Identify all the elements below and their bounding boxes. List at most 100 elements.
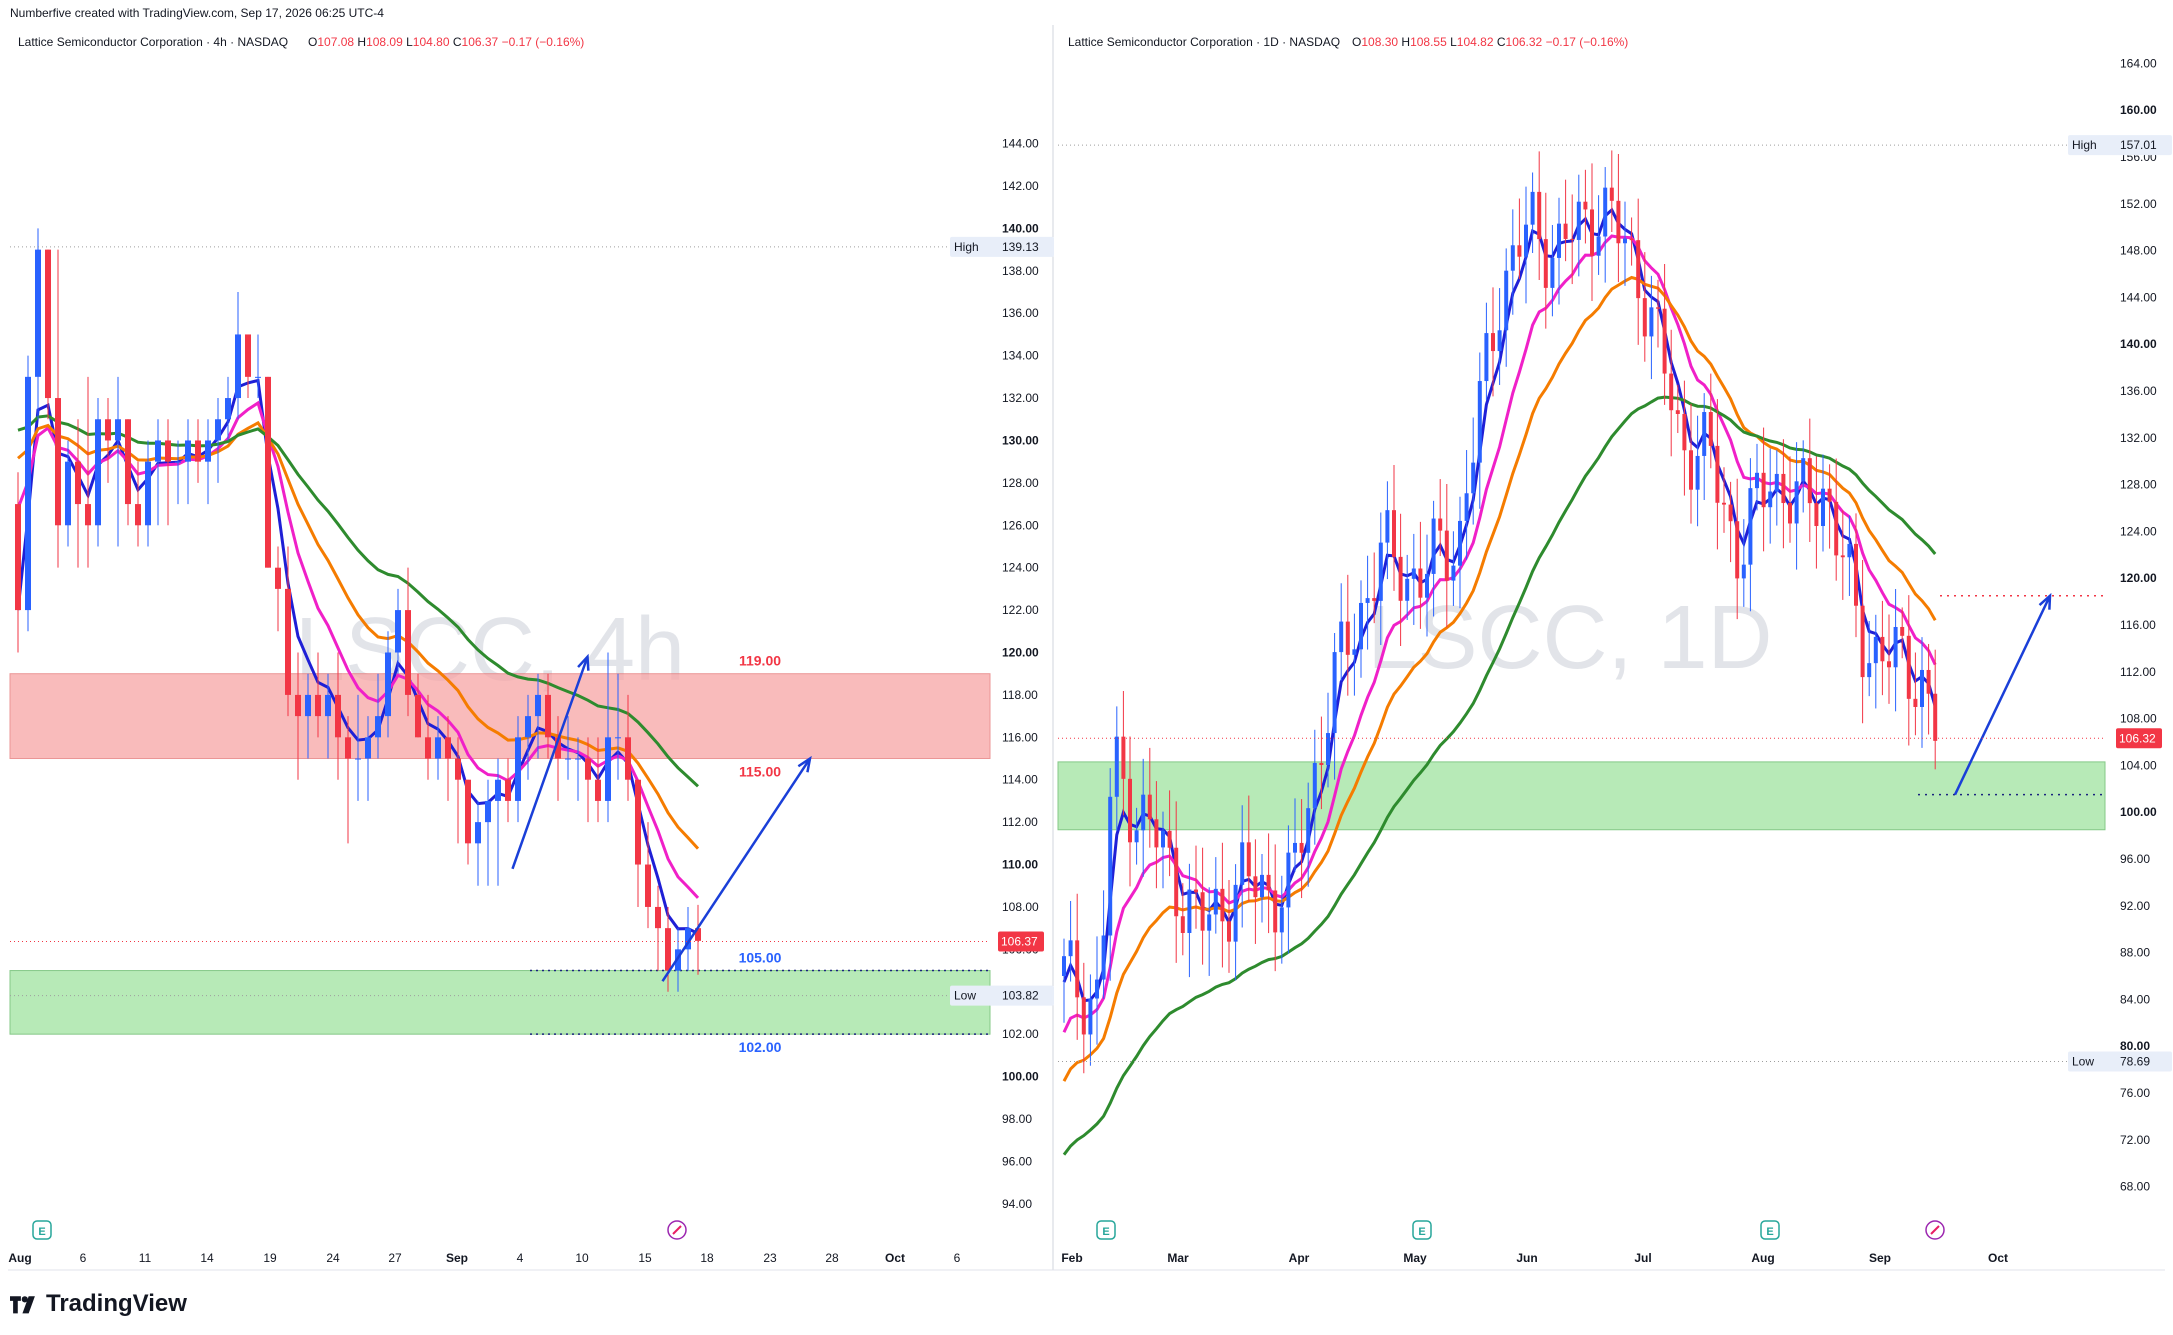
candle-body: [1689, 450, 1693, 490]
chart-panel-1d[interactable]: Lattice Semiconductor Corporation · 1D ·…: [1057, 35, 2172, 1265]
y-tick-label: 120.00: [2120, 571, 2157, 585]
candle-body: [1530, 191, 1535, 225]
candle-body: [1603, 187, 1608, 237]
candle-body: [145, 461, 151, 526]
candle-body: [1161, 830, 1165, 848]
candle-body: [515, 737, 521, 801]
candle-body: [1444, 530, 1449, 581]
y-tick-label: 84.00: [2120, 992, 2150, 1006]
x-tick-label: 15: [638, 1251, 652, 1265]
candle-body: [445, 737, 451, 759]
candle-body: [1794, 481, 1799, 524]
candle-body: [1207, 914, 1212, 931]
candle-body: [1319, 762, 1324, 766]
candle-body: [495, 779, 501, 801]
resistance-bottom-label: 115.00: [739, 764, 781, 780]
y-tick-label: 134.00: [1002, 349, 1039, 363]
support-top-label: 105.00: [739, 950, 782, 966]
high-value: 139.13: [1002, 240, 1039, 254]
candle-body: [1913, 698, 1918, 707]
candle-body: [95, 419, 101, 526]
candle-body: [585, 758, 591, 780]
resistance-top-label: 119.00: [739, 653, 781, 669]
candle-body: [1510, 245, 1515, 271]
candle-body: [1306, 808, 1311, 853]
candle-body: [545, 694, 551, 738]
candle-body: [1246, 842, 1251, 877]
y-tick-label: 144.00: [1002, 137, 1039, 151]
candle-body: [1781, 473, 1786, 504]
candle-body: [1873, 636, 1878, 664]
y-tick-label: 128.00: [2120, 478, 2157, 492]
y-tick-label: 124.00: [2120, 524, 2157, 538]
candle-body: [1755, 472, 1759, 489]
x-tick-label: 14: [200, 1251, 214, 1265]
candle-body: [1180, 916, 1185, 933]
candle-body: [1893, 626, 1898, 668]
candle-body: [1596, 236, 1601, 256]
last-price-label: 106.37: [1001, 935, 1038, 949]
y-tick-label: 114.00: [1002, 773, 1038, 787]
candle-body: [1253, 876, 1258, 898]
last-price-box: [2116, 728, 2162, 749]
candle-body: [185, 440, 191, 462]
candle-body: [325, 694, 331, 717]
candle-body: [1451, 565, 1456, 581]
candle-body: [1623, 238, 1627, 244]
y-tick-label: 104.00: [2120, 758, 2157, 772]
drawn-arrows-4h[interactable]: [511, 653, 812, 982]
y-tick-label: 140.00: [1002, 221, 1039, 235]
candle-body: [1128, 778, 1132, 843]
candle-body: [295, 694, 301, 717]
y-tick-label: 116.00: [1002, 730, 1038, 744]
candle-body: [555, 737, 561, 759]
candle-body: [465, 779, 471, 844]
ohlc-readout-4h: O107.08 H108.09 L104.80 C106.37 −0.17 (−…: [308, 35, 584, 49]
candle-body: [85, 504, 91, 526]
high-value: 157.01: [2120, 138, 2157, 152]
x-tick-label: Aug: [1751, 1251, 1774, 1265]
candle-body: [55, 398, 61, 526]
candle-body: [415, 694, 421, 738]
candle-body: [305, 694, 311, 717]
earnings-marker-icon: [1412, 1220, 1432, 1240]
candle-body: [1088, 998, 1093, 1035]
candle-body: [265, 376, 271, 568]
candle-body: [1629, 238, 1634, 241]
drawn-arrows-1d[interactable]: [1918, 592, 2105, 796]
candle-body: [1616, 200, 1621, 244]
x-tick-label: May: [1403, 1251, 1427, 1265]
candle-body: [1095, 979, 1099, 999]
candle-body: [1801, 458, 1806, 482]
candle-body: [35, 249, 41, 377]
y-tick-label: 136.00: [2120, 384, 2157, 398]
price-axis-1d[interactable]: 164.00160.00156.00152.00148.00144.00140.…: [1058, 56, 2172, 1194]
ohlc-readout-1d: O108.30 H108.55 L104.82 C106.32 −0.17 (−…: [1352, 35, 1628, 49]
candle-body: [535, 694, 541, 717]
x-tick-label: Sep: [1869, 1251, 1891, 1265]
candle-body: [1715, 445, 1720, 503]
candle-body: [1933, 693, 1938, 741]
x-tick-label: 11: [139, 1251, 152, 1265]
candle-body: [1748, 488, 1753, 565]
x-tick-label: Apr: [1289, 1251, 1310, 1265]
time-axis-1d[interactable]: Feb Mar Apr May Jun Jul Aug Sep Oct: [1061, 1251, 2008, 1265]
price-axis-4h[interactable]: 144.00 142.00 140.00 138.00 136.00 134.00 132.…: [10, 137, 1054, 1211]
y-tick-label: 108.00: [1002, 900, 1039, 914]
candle-body: [485, 800, 491, 823]
candle-body: [315, 694, 321, 717]
time-axis-4h[interactable]: Aug 6 11 14 19 24 27 Sep 4 10 15 18 23 28 Oct 6: [8, 1251, 960, 1265]
y-tick-label: 100.00: [2120, 805, 2157, 819]
candle-body: [1279, 907, 1284, 933]
candle-body: [1372, 598, 1377, 601]
candle-body: [395, 610, 401, 653]
candle-body: [1880, 636, 1885, 662]
candle-body: [1761, 472, 1766, 508]
chart-panel-4h[interactable]: Lattice Semiconductor Corporation · 4h ·…: [8, 35, 1054, 1265]
candle-body: [575, 758, 581, 760]
candle-body: [645, 864, 651, 907]
candle-body: [1418, 568, 1423, 598]
candle-body: [1392, 510, 1396, 557]
y-tick-label: 76.00: [2120, 1086, 2150, 1100]
